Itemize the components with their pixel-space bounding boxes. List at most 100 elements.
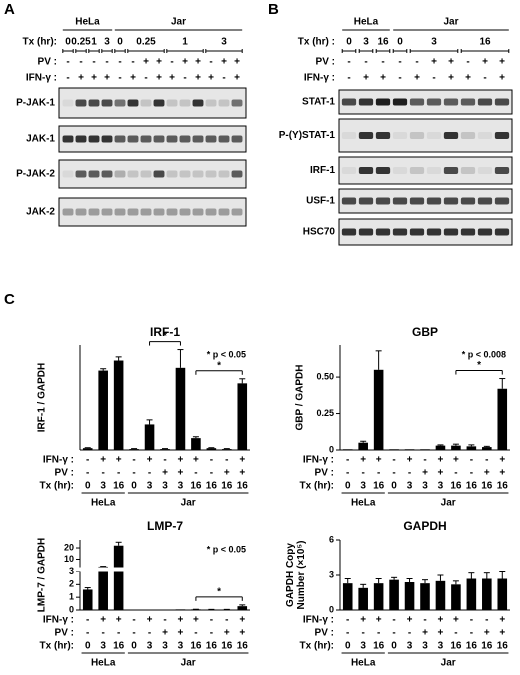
blot-label: P-JAK-2	[16, 169, 55, 180]
y-tick-label: 1	[69, 592, 74, 602]
band	[63, 136, 74, 143]
treatment-symbol: -	[92, 57, 95, 68]
blot	[59, 88, 246, 118]
time-label: 3	[431, 37, 437, 48]
treatment-symbol: -	[377, 468, 380, 479]
treatment-symbol: +	[224, 468, 230, 479]
treatment-symbol: -	[86, 615, 89, 626]
group-label: Jar	[441, 498, 456, 509]
x-tick-label: 3	[100, 641, 106, 652]
treatment-symbol: -	[392, 628, 395, 639]
band	[461, 198, 475, 205]
band	[141, 136, 152, 143]
bar	[237, 383, 247, 450]
y-tick-label: 20	[64, 542, 74, 552]
treatment-symbol: +	[239, 468, 245, 479]
treatment-symbol: +	[499, 73, 505, 84]
band	[342, 99, 356, 106]
band	[154, 136, 165, 143]
y-axis-label: GAPDH Copy	[285, 543, 296, 607]
band	[128, 136, 139, 143]
treatment-symbol: -	[132, 628, 135, 639]
band	[393, 99, 407, 106]
treatment-symbol: -	[408, 628, 411, 639]
x-tick-label: 16	[221, 481, 233, 492]
treatment-symbol: +	[221, 57, 227, 68]
y-axis-label: Number (×10⁵)	[296, 541, 307, 610]
row-label: PV :	[315, 468, 334, 479]
treatment-symbol: +	[169, 73, 175, 84]
band	[427, 167, 441, 174]
band	[478, 198, 492, 205]
row-label: PV :	[38, 57, 57, 68]
band	[232, 209, 243, 216]
annotation: * p < 0.05	[207, 544, 246, 554]
x-tick-label: 3	[360, 641, 366, 652]
y-tick-label: 3	[329, 569, 334, 579]
band	[219, 171, 230, 178]
x-tick-label: 3	[162, 481, 168, 492]
band	[478, 132, 492, 139]
treatment-symbol: +	[162, 628, 168, 639]
group-label: Jar	[181, 658, 196, 669]
time-label: 1	[182, 37, 188, 48]
band	[495, 198, 509, 205]
bar	[358, 588, 368, 610]
band	[232, 136, 243, 143]
band	[393, 167, 407, 174]
x-tick-label: 16	[190, 481, 202, 492]
treatment-symbol: +	[453, 455, 459, 466]
treatment-symbol: -	[454, 628, 457, 639]
band	[76, 136, 87, 143]
treatment-symbol: +	[208, 73, 214, 84]
row-label: PV :	[55, 628, 74, 639]
band	[444, 229, 458, 236]
treatment-symbol: -	[194, 468, 197, 479]
treatment-symbol: -	[398, 57, 401, 68]
treatment-symbol: -	[210, 455, 213, 466]
time-label: 0	[117, 37, 123, 48]
group-label: Jar	[441, 658, 456, 669]
treatment-symbol: -	[408, 468, 411, 479]
treatment-symbol: +	[499, 615, 505, 626]
x-tick-label: 3	[407, 481, 413, 492]
band	[193, 136, 204, 143]
band	[495, 99, 509, 106]
x-tick-label: 16	[237, 641, 249, 652]
band	[359, 99, 373, 106]
band	[102, 209, 113, 216]
row-label: Tx (hr):	[40, 641, 74, 652]
x-tick-label: 0	[131, 481, 137, 492]
band	[128, 209, 139, 216]
y-tick-label: 3	[69, 566, 74, 576]
treatment-symbol: +	[484, 468, 490, 479]
treatment-symbol: +	[239, 455, 245, 466]
x-tick-label: 16	[190, 641, 202, 652]
bracket-label: *	[163, 331, 167, 342]
band	[63, 171, 74, 178]
bar	[451, 584, 461, 610]
blot-label: STAT-1	[302, 97, 335, 108]
band	[219, 100, 230, 107]
treatment-symbol: +	[156, 57, 162, 68]
treatment-symbol: -	[392, 615, 395, 626]
band	[154, 171, 165, 178]
treatment-symbol: +	[380, 73, 386, 84]
treatment-symbol: +	[482, 57, 488, 68]
x-tick-label: 16	[466, 641, 478, 652]
band	[393, 229, 407, 236]
blot	[59, 198, 246, 226]
x-tick-label: 3	[100, 481, 106, 492]
cell-line-label: Jar	[171, 17, 186, 28]
treatment-symbol: +	[360, 615, 366, 626]
x-tick-label: 3	[178, 641, 184, 652]
treatment-symbol: -	[118, 57, 121, 68]
treatment-symbol: -	[346, 628, 349, 639]
bracket-label: *	[217, 587, 221, 598]
bar	[114, 361, 124, 450]
treatment-symbol: -	[381, 57, 384, 68]
y-tick-label: 0	[69, 604, 74, 614]
treatment-symbol: +	[100, 615, 106, 626]
band	[76, 171, 87, 178]
band	[167, 171, 178, 178]
